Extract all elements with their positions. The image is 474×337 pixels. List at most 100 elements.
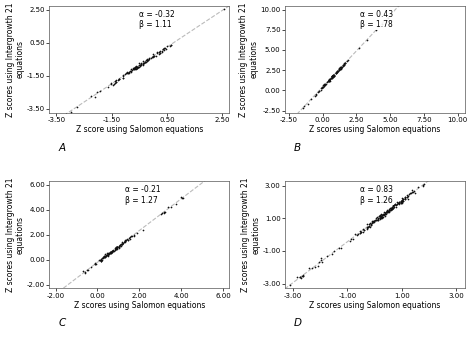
Point bbox=[370, 219, 377, 224]
Point bbox=[397, 200, 405, 205]
Point bbox=[329, 73, 337, 79]
Point bbox=[399, 198, 406, 204]
Point bbox=[317, 255, 324, 261]
Point bbox=[384, 209, 392, 215]
Point bbox=[92, 261, 100, 267]
Point bbox=[116, 242, 124, 247]
Point bbox=[113, 246, 120, 251]
Point bbox=[367, 222, 375, 227]
Point bbox=[123, 237, 130, 242]
Point bbox=[134, 64, 141, 70]
Point bbox=[384, 16, 392, 21]
Point bbox=[118, 240, 126, 245]
Point bbox=[374, 216, 382, 222]
Point bbox=[309, 265, 316, 271]
Point bbox=[108, 249, 116, 255]
Point bbox=[220, 7, 228, 12]
Point bbox=[319, 84, 326, 89]
Point bbox=[320, 83, 328, 88]
Point bbox=[130, 233, 137, 239]
Point bbox=[107, 249, 114, 254]
Point bbox=[328, 74, 336, 79]
Point bbox=[109, 248, 117, 253]
Point bbox=[395, 202, 402, 207]
Point bbox=[399, 198, 407, 204]
Point bbox=[409, 189, 416, 194]
Point bbox=[320, 83, 328, 88]
Point bbox=[370, 219, 378, 225]
Point bbox=[383, 209, 391, 215]
Point bbox=[159, 210, 166, 216]
Point bbox=[143, 58, 150, 63]
Point bbox=[133, 65, 141, 70]
Point bbox=[125, 70, 133, 75]
Point bbox=[125, 69, 133, 75]
Point bbox=[80, 268, 87, 274]
Point bbox=[382, 210, 390, 215]
Point bbox=[409, 189, 417, 194]
Point bbox=[385, 208, 392, 214]
Point bbox=[101, 252, 109, 257]
Point bbox=[377, 216, 384, 221]
Point bbox=[403, 192, 411, 198]
Point bbox=[328, 73, 336, 79]
Point bbox=[315, 88, 323, 93]
Point bbox=[107, 250, 114, 256]
Point bbox=[393, 202, 401, 207]
Point bbox=[87, 264, 95, 270]
Point bbox=[130, 66, 137, 72]
Point bbox=[346, 239, 353, 244]
Point bbox=[112, 80, 119, 85]
Point bbox=[126, 235, 134, 240]
Point bbox=[337, 246, 345, 251]
Point bbox=[100, 253, 108, 259]
Point bbox=[124, 238, 132, 243]
Point bbox=[114, 244, 121, 249]
Point bbox=[332, 70, 339, 76]
Point bbox=[378, 215, 386, 220]
Point bbox=[161, 45, 169, 51]
Text: B: B bbox=[294, 143, 301, 153]
Point bbox=[119, 72, 127, 78]
Point bbox=[397, 200, 405, 205]
Point bbox=[347, 236, 355, 242]
Point bbox=[139, 62, 147, 68]
Point bbox=[124, 237, 132, 243]
Point bbox=[377, 213, 384, 218]
Point bbox=[328, 73, 336, 79]
Point bbox=[334, 68, 341, 73]
Point bbox=[315, 88, 323, 93]
Point bbox=[164, 43, 171, 49]
Point bbox=[399, 0, 406, 5]
Point bbox=[107, 249, 115, 255]
Point bbox=[111, 245, 119, 251]
Point bbox=[109, 82, 117, 87]
Point bbox=[324, 80, 331, 85]
Point bbox=[365, 223, 373, 229]
Point bbox=[159, 47, 166, 52]
Point bbox=[385, 207, 393, 213]
Point bbox=[131, 65, 139, 70]
Point bbox=[337, 66, 345, 71]
Point bbox=[142, 59, 150, 64]
Point bbox=[299, 272, 307, 277]
Point bbox=[141, 59, 149, 64]
Point bbox=[379, 212, 386, 217]
Point bbox=[392, 202, 399, 207]
Point bbox=[388, 204, 396, 210]
Point bbox=[393, 199, 401, 205]
Point bbox=[305, 266, 313, 271]
Point bbox=[387, 206, 394, 211]
Point bbox=[382, 211, 390, 217]
Point bbox=[112, 246, 119, 251]
Point bbox=[352, 232, 359, 237]
Point bbox=[145, 56, 152, 61]
Point bbox=[318, 257, 325, 263]
X-axis label: Z scores using Salomon equations: Z scores using Salomon equations bbox=[309, 301, 440, 310]
Point bbox=[376, 215, 384, 220]
Point bbox=[130, 66, 138, 71]
Point bbox=[134, 65, 141, 71]
Point bbox=[334, 69, 341, 75]
Point bbox=[119, 73, 127, 79]
Point bbox=[324, 79, 332, 84]
